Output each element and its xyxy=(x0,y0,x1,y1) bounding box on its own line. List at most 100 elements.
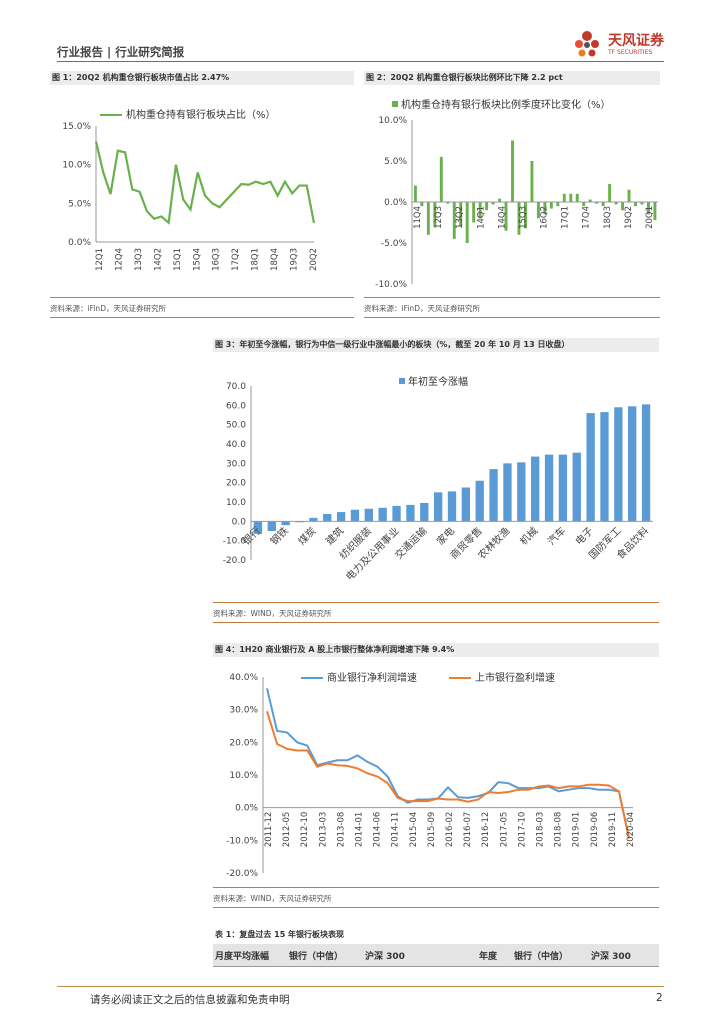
x-tick-label: 12Q4 xyxy=(114,248,124,271)
bar xyxy=(614,202,618,205)
fig4-rule-bottom xyxy=(213,907,659,908)
footer-rule xyxy=(57,986,664,987)
bar xyxy=(413,185,417,202)
y-tick-label: 40.0 xyxy=(226,440,246,450)
y-tick-label: 60.0 xyxy=(226,401,246,411)
x-category-label: 建筑 xyxy=(323,524,346,547)
bar xyxy=(575,193,579,202)
x-tick-label: 2015-04 xyxy=(409,812,419,848)
x-tick-label: 2011-12 xyxy=(264,812,274,848)
x-tick-label: 2016-07 xyxy=(463,812,473,848)
table1-header-row: 月度平均涨幅 银行（中信） 沪深 300 年度 银行（中信） 沪深 300 xyxy=(213,944,659,967)
y-tick-label: -20.0 xyxy=(223,556,247,566)
bar xyxy=(530,161,534,202)
page-number: 2 xyxy=(656,992,663,1004)
x-tick-label: 2014-01 xyxy=(355,812,365,848)
x-tick-label: 2019-11 xyxy=(608,812,618,848)
logo-en-text: TF SECURITIES xyxy=(608,49,653,56)
y-tick-label: -10.0% xyxy=(375,280,407,290)
table1-header: 沪深 300 xyxy=(365,952,405,962)
table1-header: 年度 xyxy=(479,952,498,962)
y-tick-label: 0.0% xyxy=(384,198,407,208)
bar xyxy=(459,202,463,227)
x-tick-label: 15Q1 xyxy=(173,248,183,271)
chart-fig1: 0.0% 5.0% 10.0% 15.0% 12Q1 12Q4 13Q3 14Q2 15Q1 15… xyxy=(62,108,319,271)
x-tick-label: 2017-05 xyxy=(499,812,509,848)
bar xyxy=(517,202,521,235)
y-tick-label: 0.0% xyxy=(235,804,258,814)
bar xyxy=(544,454,554,522)
bar xyxy=(503,463,512,522)
fig3-caption: 图 3：年初至今涨幅，银行为中信一级行业中涨幅最小的板块（%，截至 20 年 1… xyxy=(213,338,659,352)
x-tick-label: 2012-05 xyxy=(282,812,292,848)
x-category-label: 机械 xyxy=(517,524,540,547)
bar xyxy=(543,202,547,215)
fig4-caption: 图 4：1H20 商业银行及 A 股上市银行整体净利润增速下降 9.4% xyxy=(213,643,659,657)
bar xyxy=(489,469,498,522)
x-tick-label: 17Q2 xyxy=(231,248,241,271)
x-tick-label: 12Q1 xyxy=(95,248,105,271)
bar xyxy=(627,189,631,202)
y-tick-label: 20.0% xyxy=(229,738,258,748)
bar xyxy=(485,202,489,211)
x-tick-label: 2020-04 xyxy=(626,812,636,848)
bar xyxy=(364,508,373,522)
y-tick-label: -20.0% xyxy=(226,869,258,879)
fig1-source: 资料来源：iFinD，天风证券研究所 xyxy=(50,304,166,313)
x-tick-label: 2019-06 xyxy=(590,812,600,848)
x-tick-label: 16Q2 xyxy=(540,206,550,229)
bar xyxy=(498,198,502,202)
fig4-rule xyxy=(213,887,659,888)
bar xyxy=(253,521,263,534)
bar xyxy=(433,202,437,227)
x-tick-label: 17Q1 xyxy=(561,206,571,229)
x-tick-label: 2013-08 xyxy=(336,812,346,848)
logo-flower-icon xyxy=(575,31,599,57)
x-tick-label: 2017-10 xyxy=(517,812,527,848)
bar xyxy=(556,202,560,207)
y-tick-label: 40.0% xyxy=(229,673,258,683)
y-tick-label: -5.0% xyxy=(381,239,408,249)
bar xyxy=(478,202,482,219)
table1-header: 银行（中信） xyxy=(514,952,569,962)
table1-header: 银行（中信） xyxy=(289,952,344,962)
bar xyxy=(614,407,623,522)
bar xyxy=(572,452,581,522)
legend-label: 机构重仓持有银行板块占比（%） xyxy=(126,108,276,121)
x-tick-label: 16Q3 xyxy=(212,248,222,271)
fig3-rule-bottom xyxy=(213,622,659,623)
table1-caption: 表 1：复盘过去 15 年银行板块表现 xyxy=(215,930,345,939)
bar xyxy=(608,183,612,202)
header-rule xyxy=(57,61,664,62)
bar xyxy=(406,504,415,522)
chart-fig3: -20.0 -10.0 0.0 10.0 20.0 30.0 40.0 50.0 60.0 70.… xyxy=(223,375,653,583)
bar xyxy=(634,202,637,207)
x-tick-label: 20Q2 xyxy=(309,248,319,271)
x-tick-label: 20Q1 xyxy=(645,206,655,229)
x-category-label: 家电 xyxy=(434,524,457,547)
legend-swatch xyxy=(392,101,398,107)
x-tick-label: 2014-11 xyxy=(391,812,401,848)
bar xyxy=(517,462,526,522)
x-tick-label: 12Q3 xyxy=(434,206,444,229)
y-tick-label: 50.0 xyxy=(226,421,246,431)
fig2-rule-bottom xyxy=(364,317,660,318)
x-category-label: 电子 xyxy=(572,524,595,547)
fig2-source: 资料来源：iFinD，天风证券研究所 xyxy=(364,304,480,313)
logo-cn-text: 天风证券 xyxy=(608,33,664,49)
bar xyxy=(511,140,514,202)
legend-label: 年初至今涨幅 xyxy=(408,375,468,388)
bar xyxy=(392,505,401,522)
bar xyxy=(558,454,568,522)
y-tick-label: 10.0% xyxy=(378,116,407,126)
y-tick-label: 70.0 xyxy=(226,382,246,392)
y-tick-label: -10.0% xyxy=(226,836,258,846)
x-tick-label: 2018-03 xyxy=(536,812,546,848)
x-tick-label: 2016-12 xyxy=(481,812,491,848)
bar xyxy=(433,492,443,522)
bar xyxy=(452,202,456,239)
legend-swatch xyxy=(399,378,405,384)
bar xyxy=(600,412,609,522)
bar xyxy=(601,202,605,207)
bar xyxy=(447,491,457,522)
